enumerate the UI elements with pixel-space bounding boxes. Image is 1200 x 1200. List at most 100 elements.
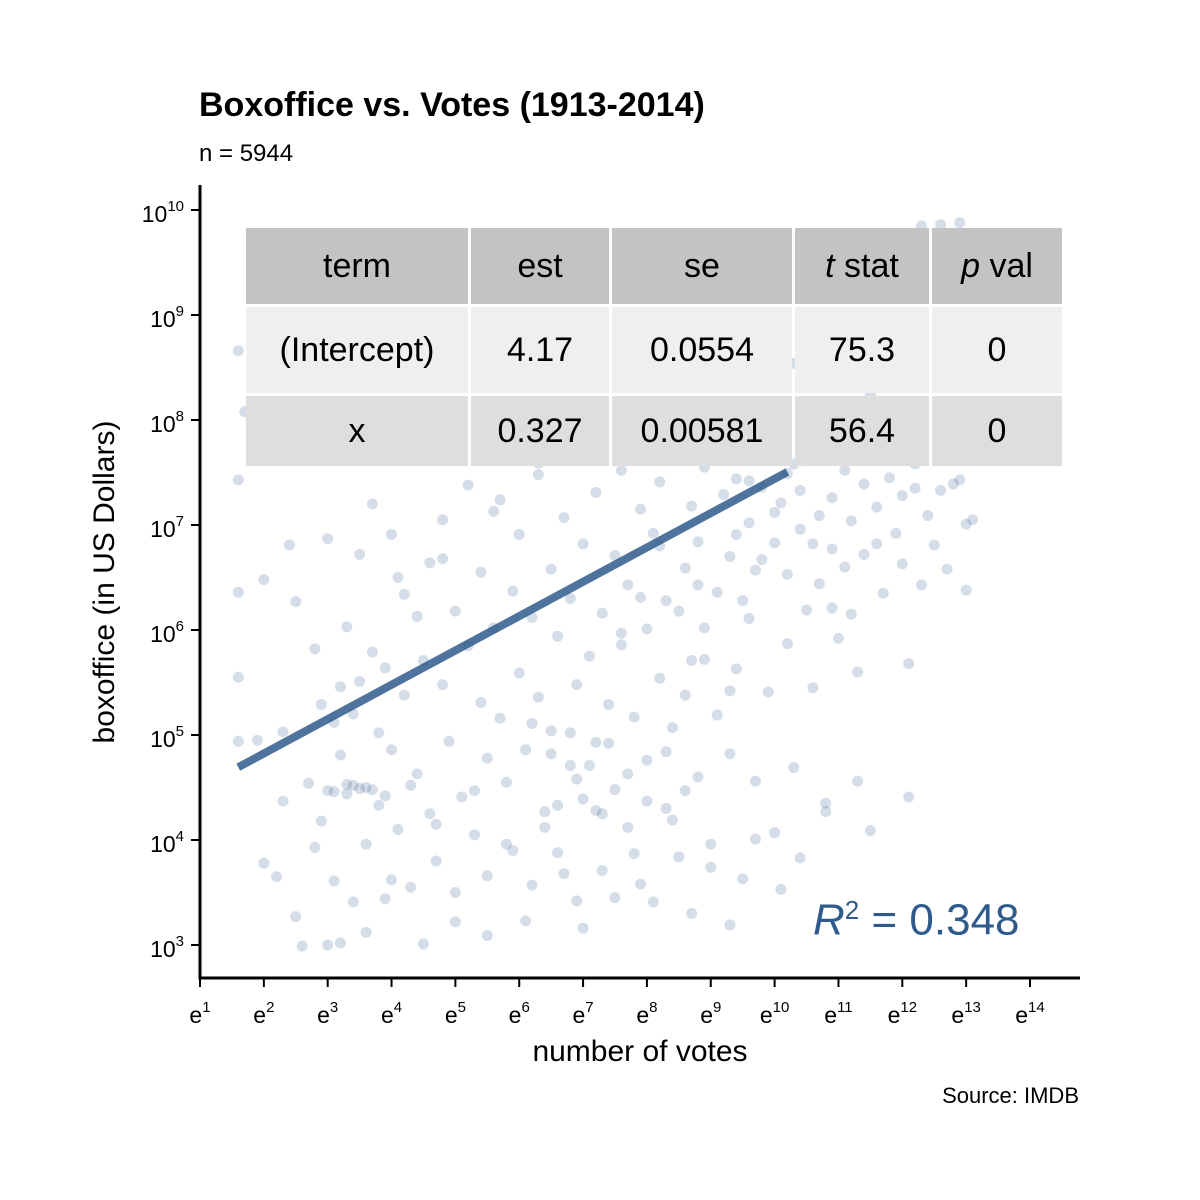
data-point bbox=[826, 492, 838, 504]
data-point bbox=[852, 666, 864, 678]
data-point bbox=[437, 679, 449, 691]
data-point bbox=[475, 696, 487, 708]
data-point bbox=[322, 533, 334, 545]
data-point bbox=[711, 586, 723, 598]
x-tick-label: e4 bbox=[381, 999, 402, 1028]
data-point bbox=[692, 771, 704, 783]
data-point bbox=[960, 518, 972, 530]
data-point bbox=[673, 605, 685, 617]
data-point bbox=[954, 217, 966, 229]
data-point bbox=[705, 861, 717, 873]
x-tick-label: e6 bbox=[509, 999, 530, 1028]
data-point bbox=[852, 775, 864, 787]
data-point bbox=[539, 806, 551, 818]
data-point bbox=[718, 489, 730, 501]
data-point bbox=[641, 623, 653, 635]
data-point bbox=[360, 782, 372, 793]
axes-layer: e1 e2 e3 e4 e5 e6 e7 e8 e9 e10 e11 e12 e13 e14 103 104 1… bbox=[142, 185, 1080, 1028]
data-point bbox=[405, 779, 417, 791]
data-point bbox=[526, 717, 538, 729]
data-point bbox=[915, 579, 927, 591]
data-point bbox=[328, 786, 340, 798]
data-point bbox=[743, 475, 755, 487]
cell-p-val: 0 bbox=[932, 307, 1062, 393]
data-point bbox=[820, 797, 832, 809]
data-point bbox=[449, 887, 461, 898]
data-point bbox=[283, 539, 295, 551]
data-point bbox=[660, 803, 672, 814]
data-point bbox=[967, 514, 979, 526]
data-point bbox=[271, 871, 283, 883]
data-point bbox=[545, 725, 557, 737]
x-tick-label: e9 bbox=[700, 999, 721, 1028]
data-point bbox=[596, 808, 608, 820]
data-point bbox=[756, 554, 768, 566]
data-point bbox=[309, 841, 321, 853]
data-point bbox=[424, 808, 436, 820]
data-point bbox=[647, 527, 659, 539]
source-caption: Source: IMDB bbox=[942, 1083, 1079, 1108]
data-point bbox=[947, 478, 959, 490]
data-point bbox=[877, 587, 889, 599]
data-point bbox=[341, 778, 353, 790]
data-point bbox=[935, 219, 947, 231]
data-point bbox=[896, 558, 908, 570]
data-point bbox=[417, 938, 429, 950]
data-point bbox=[430, 818, 442, 830]
data-point bbox=[386, 528, 398, 540]
x-tick-label: e7 bbox=[573, 999, 594, 1028]
cell-est: 4.17 bbox=[471, 307, 609, 393]
data-point bbox=[347, 779, 359, 791]
data-point bbox=[334, 937, 346, 949]
data-point bbox=[520, 915, 532, 927]
data-point bbox=[775, 497, 787, 509]
data-point bbox=[666, 814, 678, 826]
data-point bbox=[564, 759, 576, 771]
data-point bbox=[341, 788, 353, 800]
data-point bbox=[686, 654, 698, 666]
cell-se: 0.00581 bbox=[612, 396, 792, 466]
data-point bbox=[769, 827, 781, 839]
data-point bbox=[832, 632, 844, 644]
data-point bbox=[424, 557, 436, 569]
data-point bbox=[322, 939, 334, 951]
data-point bbox=[296, 940, 308, 952]
data-point bbox=[858, 548, 870, 560]
data-point bbox=[494, 712, 506, 724]
data-point bbox=[251, 734, 263, 746]
data-point bbox=[826, 602, 838, 614]
data-point bbox=[794, 523, 806, 535]
data-point bbox=[373, 727, 385, 739]
data-point bbox=[232, 671, 244, 683]
data-point bbox=[437, 553, 449, 565]
data-point bbox=[366, 498, 378, 510]
data-point bbox=[724, 919, 736, 931]
data-point bbox=[558, 512, 570, 524]
data-point bbox=[571, 895, 583, 907]
data-point bbox=[686, 908, 698, 919]
data-point bbox=[449, 916, 461, 928]
data-point bbox=[583, 650, 595, 662]
data-point bbox=[552, 799, 564, 811]
data-point bbox=[654, 672, 666, 684]
table-row: (Intercept) 4.17 0.0554 75.3 0 bbox=[246, 307, 1062, 393]
header-se: se bbox=[612, 228, 792, 304]
data-point bbox=[686, 500, 698, 512]
data-point bbox=[258, 857, 270, 869]
data-point bbox=[622, 768, 634, 780]
data-point bbox=[303, 777, 315, 789]
data-point bbox=[494, 494, 506, 506]
x-tick-label: e11 bbox=[824, 999, 852, 1028]
header-term: term bbox=[246, 228, 468, 304]
data-point bbox=[635, 503, 647, 515]
data-point bbox=[596, 607, 608, 619]
data-point bbox=[679, 785, 691, 797]
cell-term: x bbox=[246, 396, 468, 466]
data-point bbox=[411, 768, 423, 780]
data-point bbox=[405, 881, 417, 893]
data-point bbox=[430, 855, 442, 867]
y-tick-label: 104 bbox=[150, 828, 184, 857]
data-point bbox=[232, 345, 244, 357]
data-point bbox=[903, 658, 915, 670]
x-tick-label: e8 bbox=[636, 999, 657, 1028]
